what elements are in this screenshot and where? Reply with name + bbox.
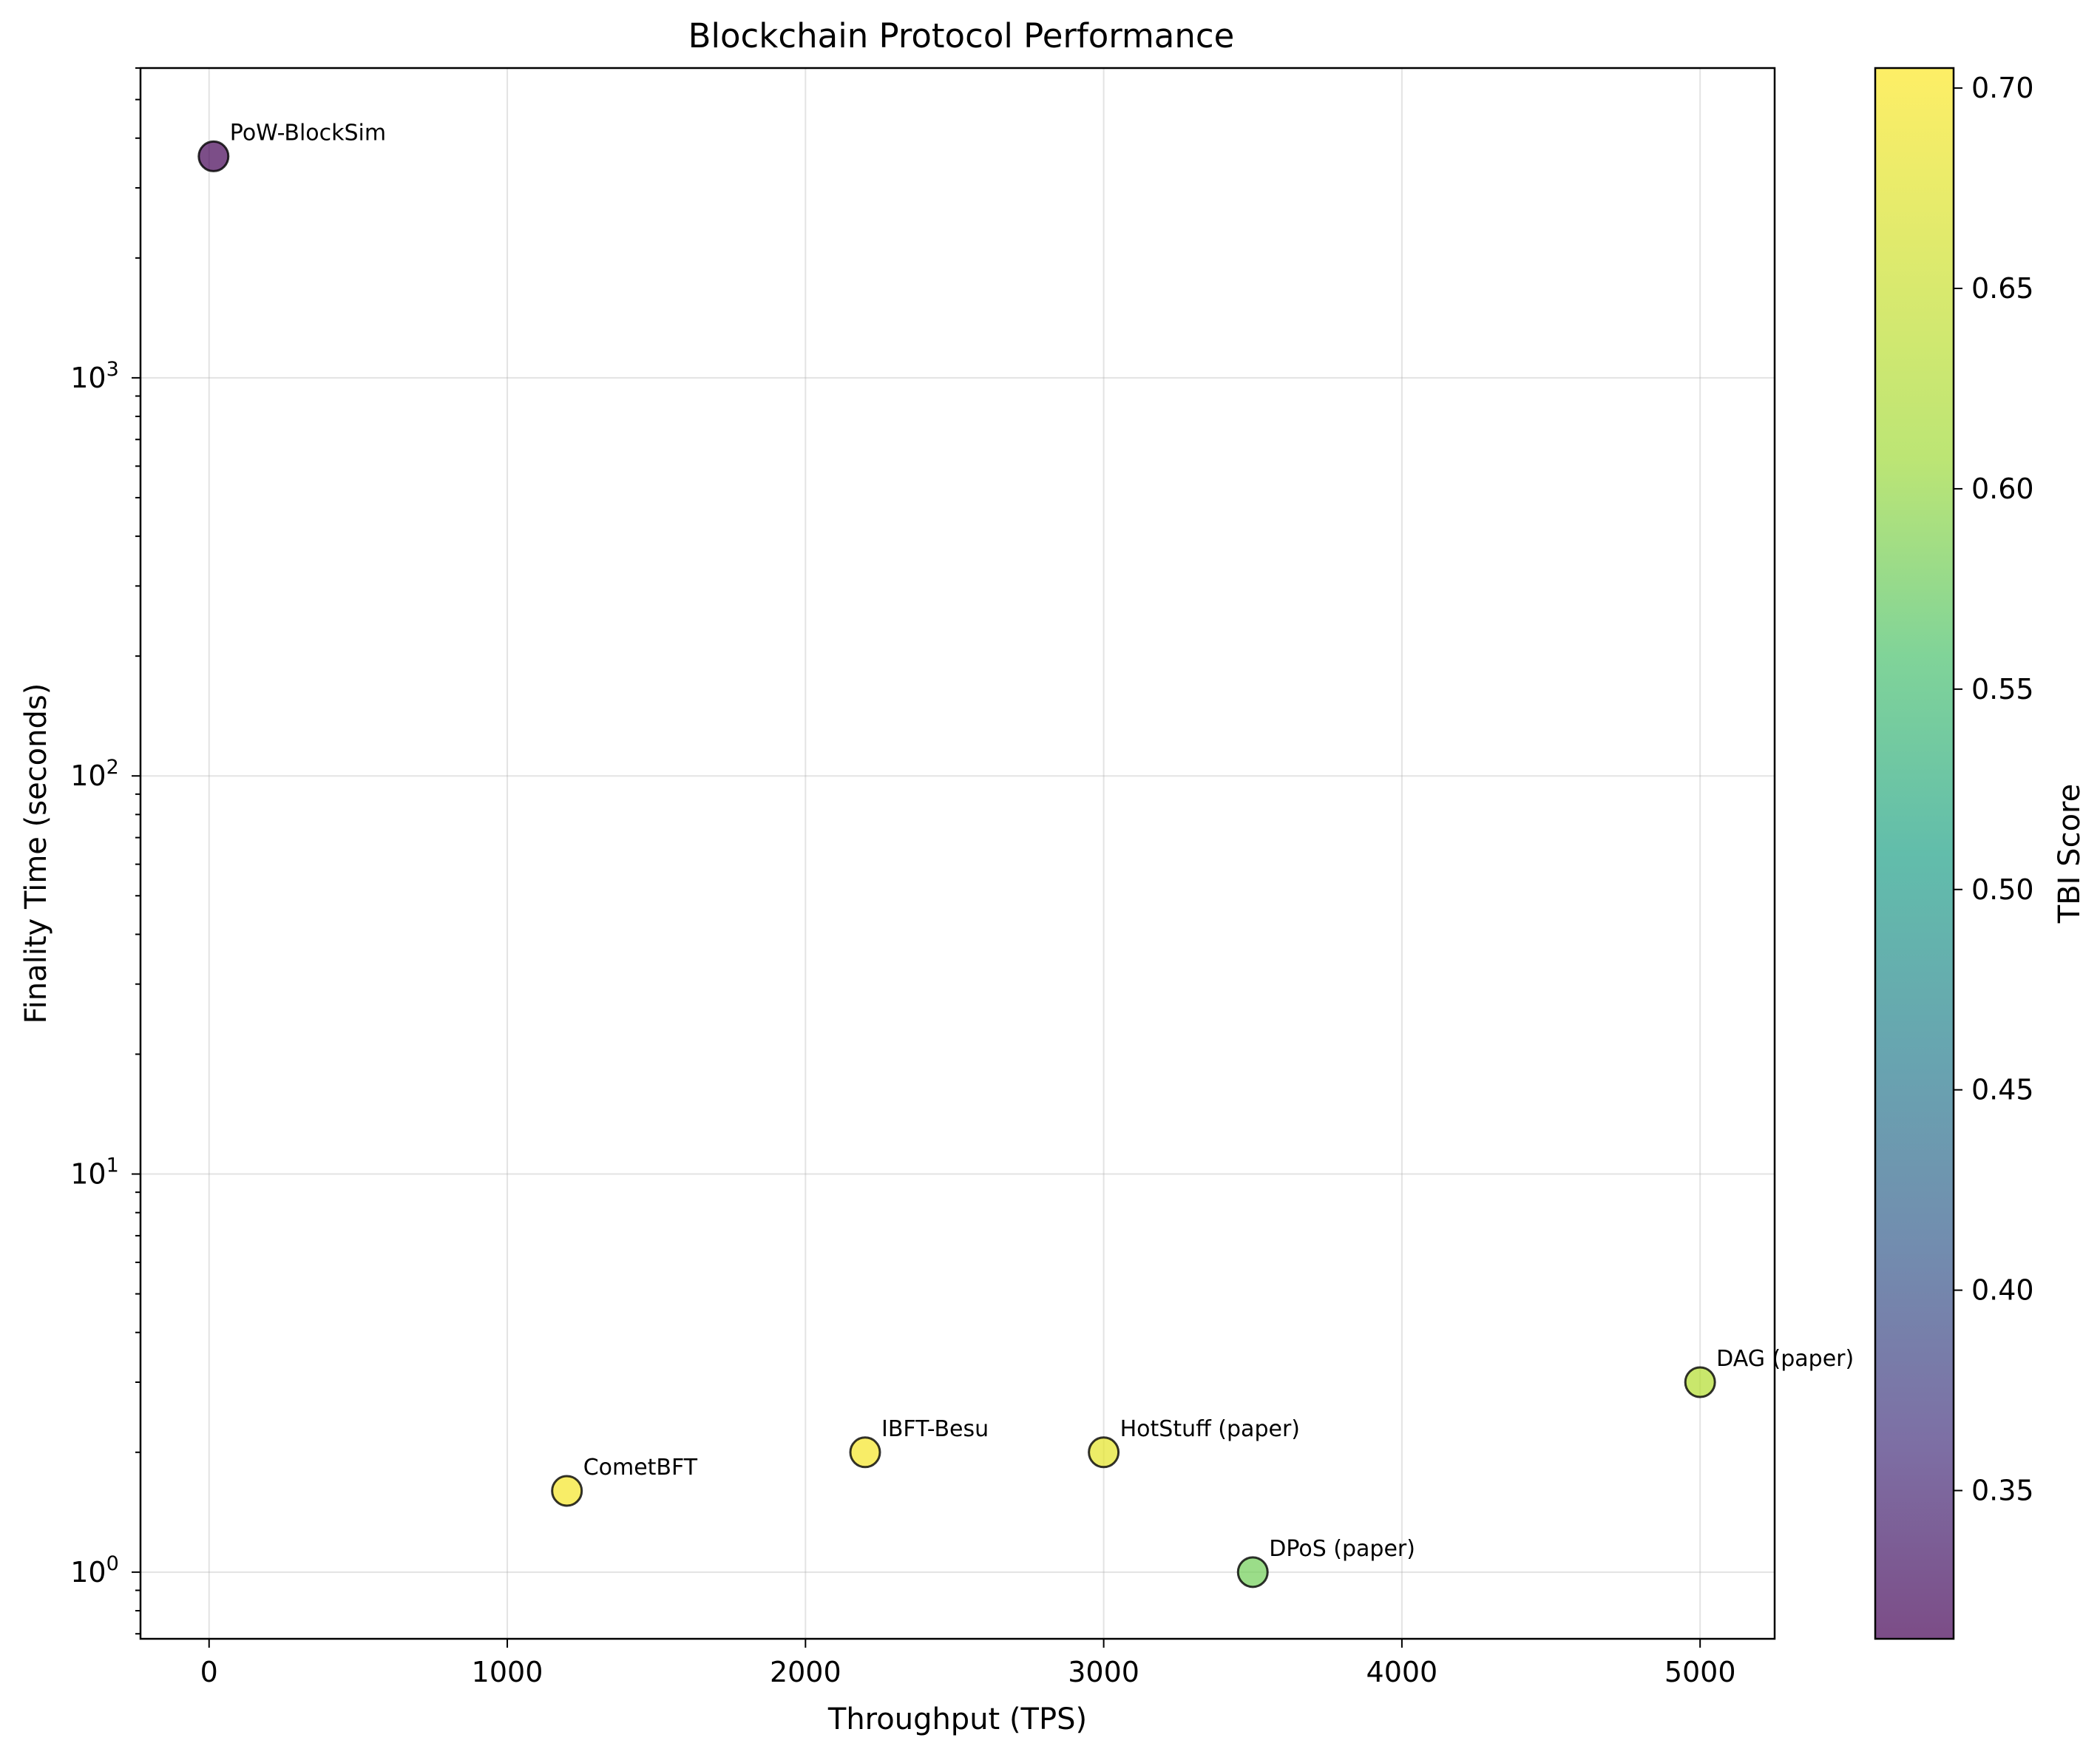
point-label: DPoS (paper) <box>1269 1536 1415 1562</box>
colorbar-tick-label: 0.60 <box>1971 473 2034 505</box>
colorbar-gradient <box>1875 68 1954 1639</box>
colorbar-tick-label: 0.45 <box>1971 1074 2034 1106</box>
colorbar-tick-label: 0.55 <box>1971 673 2034 706</box>
y-axis-label: Finality Time (seconds) <box>19 683 53 1024</box>
data-point <box>1236 1556 1269 1589</box>
colorbar-tick-label: 0.35 <box>1971 1475 2034 1507</box>
grid-lines <box>140 68 1775 1639</box>
x-tick-label: 4000 <box>1366 1656 1438 1688</box>
point-label: PoW-BlockSim <box>230 120 386 146</box>
axis-ticks: 0 1000 2000 3000 4000 5000 100 101 102 103 <box>70 67 1736 1688</box>
colorbar: 0.35 0.40 0.45 0.50 0.55 0.60 0.65 0.70 TBI Sco… <box>1874 67 2087 1640</box>
colorbar-frame <box>1874 67 1955 1640</box>
data-points: PoW-BlockSim CometBFT IBFT-Besu HotStuff (p… <box>197 120 1854 1589</box>
colorbar-ticks: 0.35 0.40 0.45 0.50 0.55 0.60 0.65 0.70 <box>1954 72 2034 1507</box>
colorbar-label: TBI Score <box>2053 784 2087 924</box>
colorbar-tick-label: 0.40 <box>1971 1274 2034 1307</box>
colorbar-tick-label: 0.70 <box>1971 72 2034 104</box>
x-axis-label: Throughput (TPS) <box>827 1702 1087 1736</box>
point-label: HotStuff (paper) <box>1120 1416 1300 1442</box>
x-tick-label: 5000 <box>1664 1656 1736 1688</box>
point-label: DAG (paper) <box>1716 1346 1854 1372</box>
data-point <box>1684 1366 1716 1398</box>
x-tick-label: 3000 <box>1068 1656 1139 1688</box>
y-tick-label: 102 <box>70 756 119 792</box>
chart-title: Blockchain Protocol Performance <box>688 16 1235 55</box>
y-tick-label: 101 <box>70 1154 119 1191</box>
y-tick-label: 100 <box>70 1552 119 1589</box>
data-point <box>551 1475 583 1507</box>
data-point <box>849 1436 881 1469</box>
y-tick-label: 103 <box>70 358 119 394</box>
data-point <box>1088 1436 1120 1469</box>
colorbar-tick-label: 0.65 <box>1971 272 2034 305</box>
data-point <box>197 140 230 172</box>
colorbar-tick-label: 0.50 <box>1971 873 2034 906</box>
plot-frame <box>139 67 1776 1640</box>
x-tick-label: 1000 <box>472 1656 543 1688</box>
point-label: IBFT-Besu <box>881 1416 989 1442</box>
x-tick-label: 0 <box>200 1656 218 1688</box>
point-label: CometBFT <box>583 1455 698 1481</box>
x-tick-label: 2000 <box>770 1656 841 1688</box>
